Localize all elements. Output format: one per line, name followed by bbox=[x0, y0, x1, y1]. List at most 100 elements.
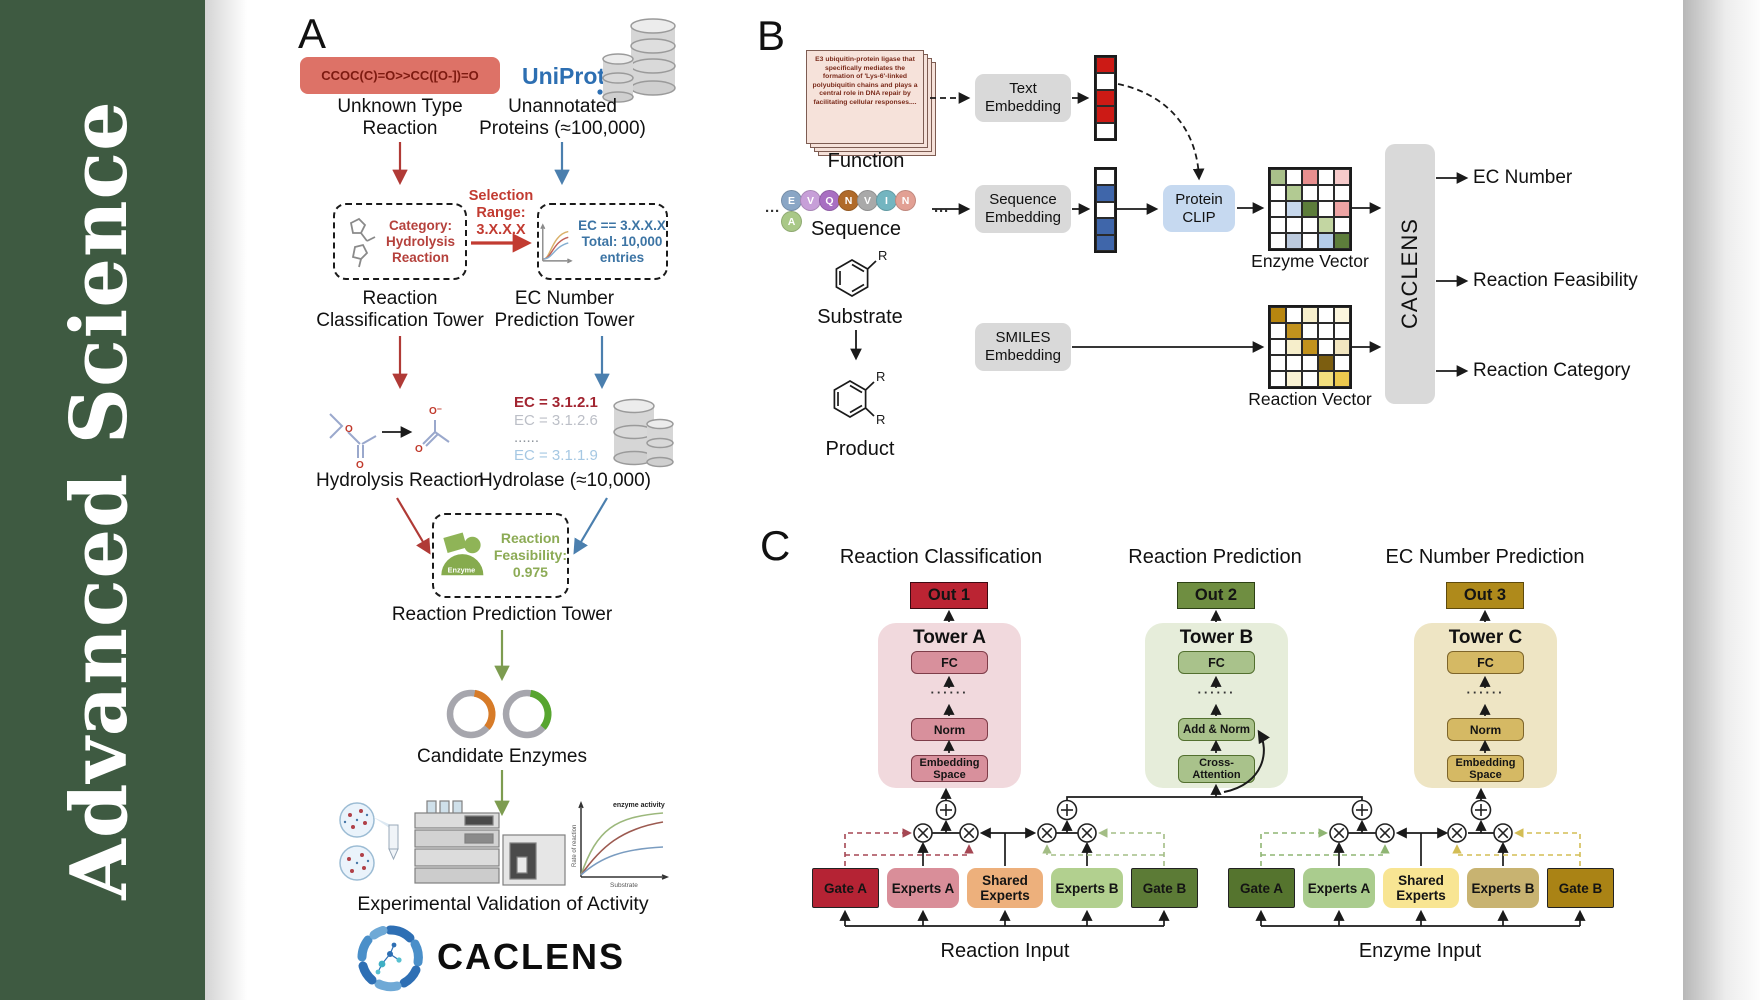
sigmoid-curves-icon bbox=[540, 222, 573, 263]
out-2-box: Out 2 bbox=[1177, 582, 1255, 609]
product-r-label: R bbox=[876, 369, 885, 384]
caclens-bar-label: CACLENS bbox=[1397, 218, 1422, 330]
smiles-embedding-box: SMILES Embedding bbox=[975, 323, 1071, 371]
matrix-cell bbox=[1318, 323, 1334, 339]
vector-cell bbox=[1096, 169, 1115, 186]
ec-list-item: ...... bbox=[514, 429, 540, 446]
amino-acid-circle: N bbox=[838, 190, 859, 211]
matrix-cell bbox=[1318, 233, 1334, 249]
database-icon bbox=[602, 18, 676, 103]
reaction-gate-b: Gate B bbox=[1131, 868, 1198, 908]
matrix-cell bbox=[1270, 355, 1286, 371]
amino-acid-circle: V bbox=[800, 190, 821, 211]
page-edge-shadow-right bbox=[1683, 0, 1760, 1000]
tower-b-fc: FC bbox=[1178, 651, 1255, 674]
header-reaction-prediction: Reaction Prediction bbox=[1128, 546, 1302, 568]
add-node bbox=[935, 799, 957, 821]
reaction-gate-a: Gate A bbox=[812, 868, 879, 908]
plot-xlabel: Substrate bbox=[610, 882, 638, 889]
enzyme-vector-matrix bbox=[1268, 167, 1352, 251]
matrix-cell bbox=[1302, 201, 1318, 217]
tower-c-embedding: Embedding Space bbox=[1447, 755, 1524, 782]
vector-cell bbox=[1096, 234, 1115, 251]
plot-ylabel: Rate of reaction bbox=[572, 825, 578, 867]
tower-a-title: Tower A bbox=[913, 627, 986, 648]
matrix-cell bbox=[1318, 339, 1334, 355]
feasibility-box: Enzyme Reaction Feasibility: 0.975 bbox=[432, 513, 569, 598]
function-card: E3 ubiquitin-protein ligase that specifi… bbox=[806, 50, 924, 144]
output-ec-number: EC Number bbox=[1473, 167, 1573, 188]
sequence-row: ··· E V Q N V I NA ··· bbox=[762, 190, 952, 232]
text-embedding-vector bbox=[1094, 55, 1117, 141]
multiply-node bbox=[1493, 823, 1513, 843]
matrix-cell bbox=[1302, 233, 1318, 249]
amino-acid-circle: E bbox=[781, 190, 802, 211]
tower-b-title: Tower B bbox=[1179, 627, 1254, 648]
panel-a-label: A bbox=[298, 10, 327, 57]
matrix-cell bbox=[1270, 323, 1286, 339]
reaction-experts-a: Experts A bbox=[887, 868, 959, 908]
enzyme-experts-b: Experts B bbox=[1467, 868, 1539, 908]
amino-acid-circle: Q bbox=[819, 190, 840, 211]
caclens-module-bar: CACLENS bbox=[1385, 144, 1435, 404]
activity-plot-icon: enzyme activity Substrate Rate of reacti… bbox=[572, 800, 670, 889]
add-node bbox=[1470, 799, 1492, 821]
substrate-r-label: R bbox=[878, 248, 887, 263]
matrix-cell bbox=[1286, 355, 1302, 371]
add-node bbox=[1351, 799, 1373, 821]
reaction-vector-label: Reaction Vector bbox=[1248, 389, 1372, 409]
plot-annotation: enzyme activity bbox=[613, 802, 665, 809]
matrix-cell bbox=[1318, 185, 1334, 201]
tower-b: Tower B FC ······ Add & Norm Cross- Atte… bbox=[1145, 623, 1288, 788]
matrix-cell bbox=[1302, 371, 1318, 387]
sequence-embedding-vector bbox=[1094, 167, 1117, 253]
protein-clip-box: Protein CLIP bbox=[1163, 185, 1235, 232]
ec-number-tower-label: EC Number Prediction Tower bbox=[494, 288, 635, 331]
matrix-cell bbox=[1302, 169, 1318, 185]
journal-sidebar: Advanced Science bbox=[0, 0, 205, 1000]
tower-c-fc: FC bbox=[1447, 651, 1524, 674]
matrix-cell bbox=[1334, 339, 1350, 355]
matrix-cell bbox=[1286, 307, 1302, 323]
vector-cell bbox=[1096, 201, 1115, 219]
matrix-cell bbox=[1334, 217, 1350, 233]
hydrolase-label: Hydrolase (≈10,000) bbox=[478, 470, 651, 491]
reaction-shared-experts: Shared Experts bbox=[967, 868, 1043, 908]
caclens-wordmark: CACLENS bbox=[437, 936, 626, 977]
multiply-node bbox=[1077, 823, 1097, 843]
panel-b-label: B bbox=[757, 12, 786, 59]
amino-acid-circle: A bbox=[781, 211, 802, 232]
matrix-cell bbox=[1286, 201, 1302, 217]
molecule-sketch-icon bbox=[349, 217, 376, 267]
amino-acid-circle: N bbox=[895, 190, 916, 211]
function-card-text: E3 ubiquitin-protein ligase that specifi… bbox=[812, 56, 918, 106]
sequence-label: Sequence bbox=[810, 218, 902, 240]
matrix-cell bbox=[1286, 217, 1302, 233]
matrix-cell bbox=[1318, 169, 1334, 185]
vector-cell bbox=[1096, 106, 1115, 123]
enzyme-icon: Enzyme bbox=[441, 531, 484, 575]
multiply-node bbox=[1037, 823, 1057, 843]
unannotated-proteins-label: Unannotated Proteins (≈100,000) bbox=[479, 96, 646, 139]
amino-acid-circles: E V Q N V I NA bbox=[781, 190, 931, 232]
enzyme-gate-a: Gate A bbox=[1228, 868, 1295, 908]
enzyme-vector-label: Enzyme Vector bbox=[1251, 251, 1369, 271]
plasmids-icon bbox=[446, 689, 552, 739]
tower-a: Tower A FC ······ Norm Embedding Space bbox=[878, 623, 1021, 788]
hydrolysis-reaction-label: Hydrolysis Reaction bbox=[316, 470, 484, 491]
ec-candidate-list: EC = 3.1.2.1 EC = 3.1.2.6...... EC = 3.1.1… bbox=[514, 394, 610, 464]
matrix-cell bbox=[1318, 217, 1334, 233]
tower-c: Tower C FC ······ Norm Embedding Space bbox=[1414, 623, 1557, 788]
matrix-cell bbox=[1286, 185, 1302, 201]
matrix-cell bbox=[1270, 201, 1286, 217]
enzyme-gate-b: Gate B bbox=[1547, 868, 1614, 908]
enzyme-shared-experts: Shared Experts bbox=[1383, 868, 1459, 908]
amino-acid-circle: I bbox=[876, 190, 897, 211]
tower-b-add-norm: Add & Norm bbox=[1178, 718, 1255, 741]
hydrolase-database-icon bbox=[613, 398, 674, 468]
ec-list-item: EC = 3.1.1.9 bbox=[514, 446, 598, 464]
category-text: Category: Hydrolysis Reaction bbox=[385, 217, 456, 265]
vector-cell bbox=[1096, 57, 1115, 74]
matrix-cell bbox=[1270, 169, 1286, 185]
matrix-cell bbox=[1318, 371, 1334, 387]
